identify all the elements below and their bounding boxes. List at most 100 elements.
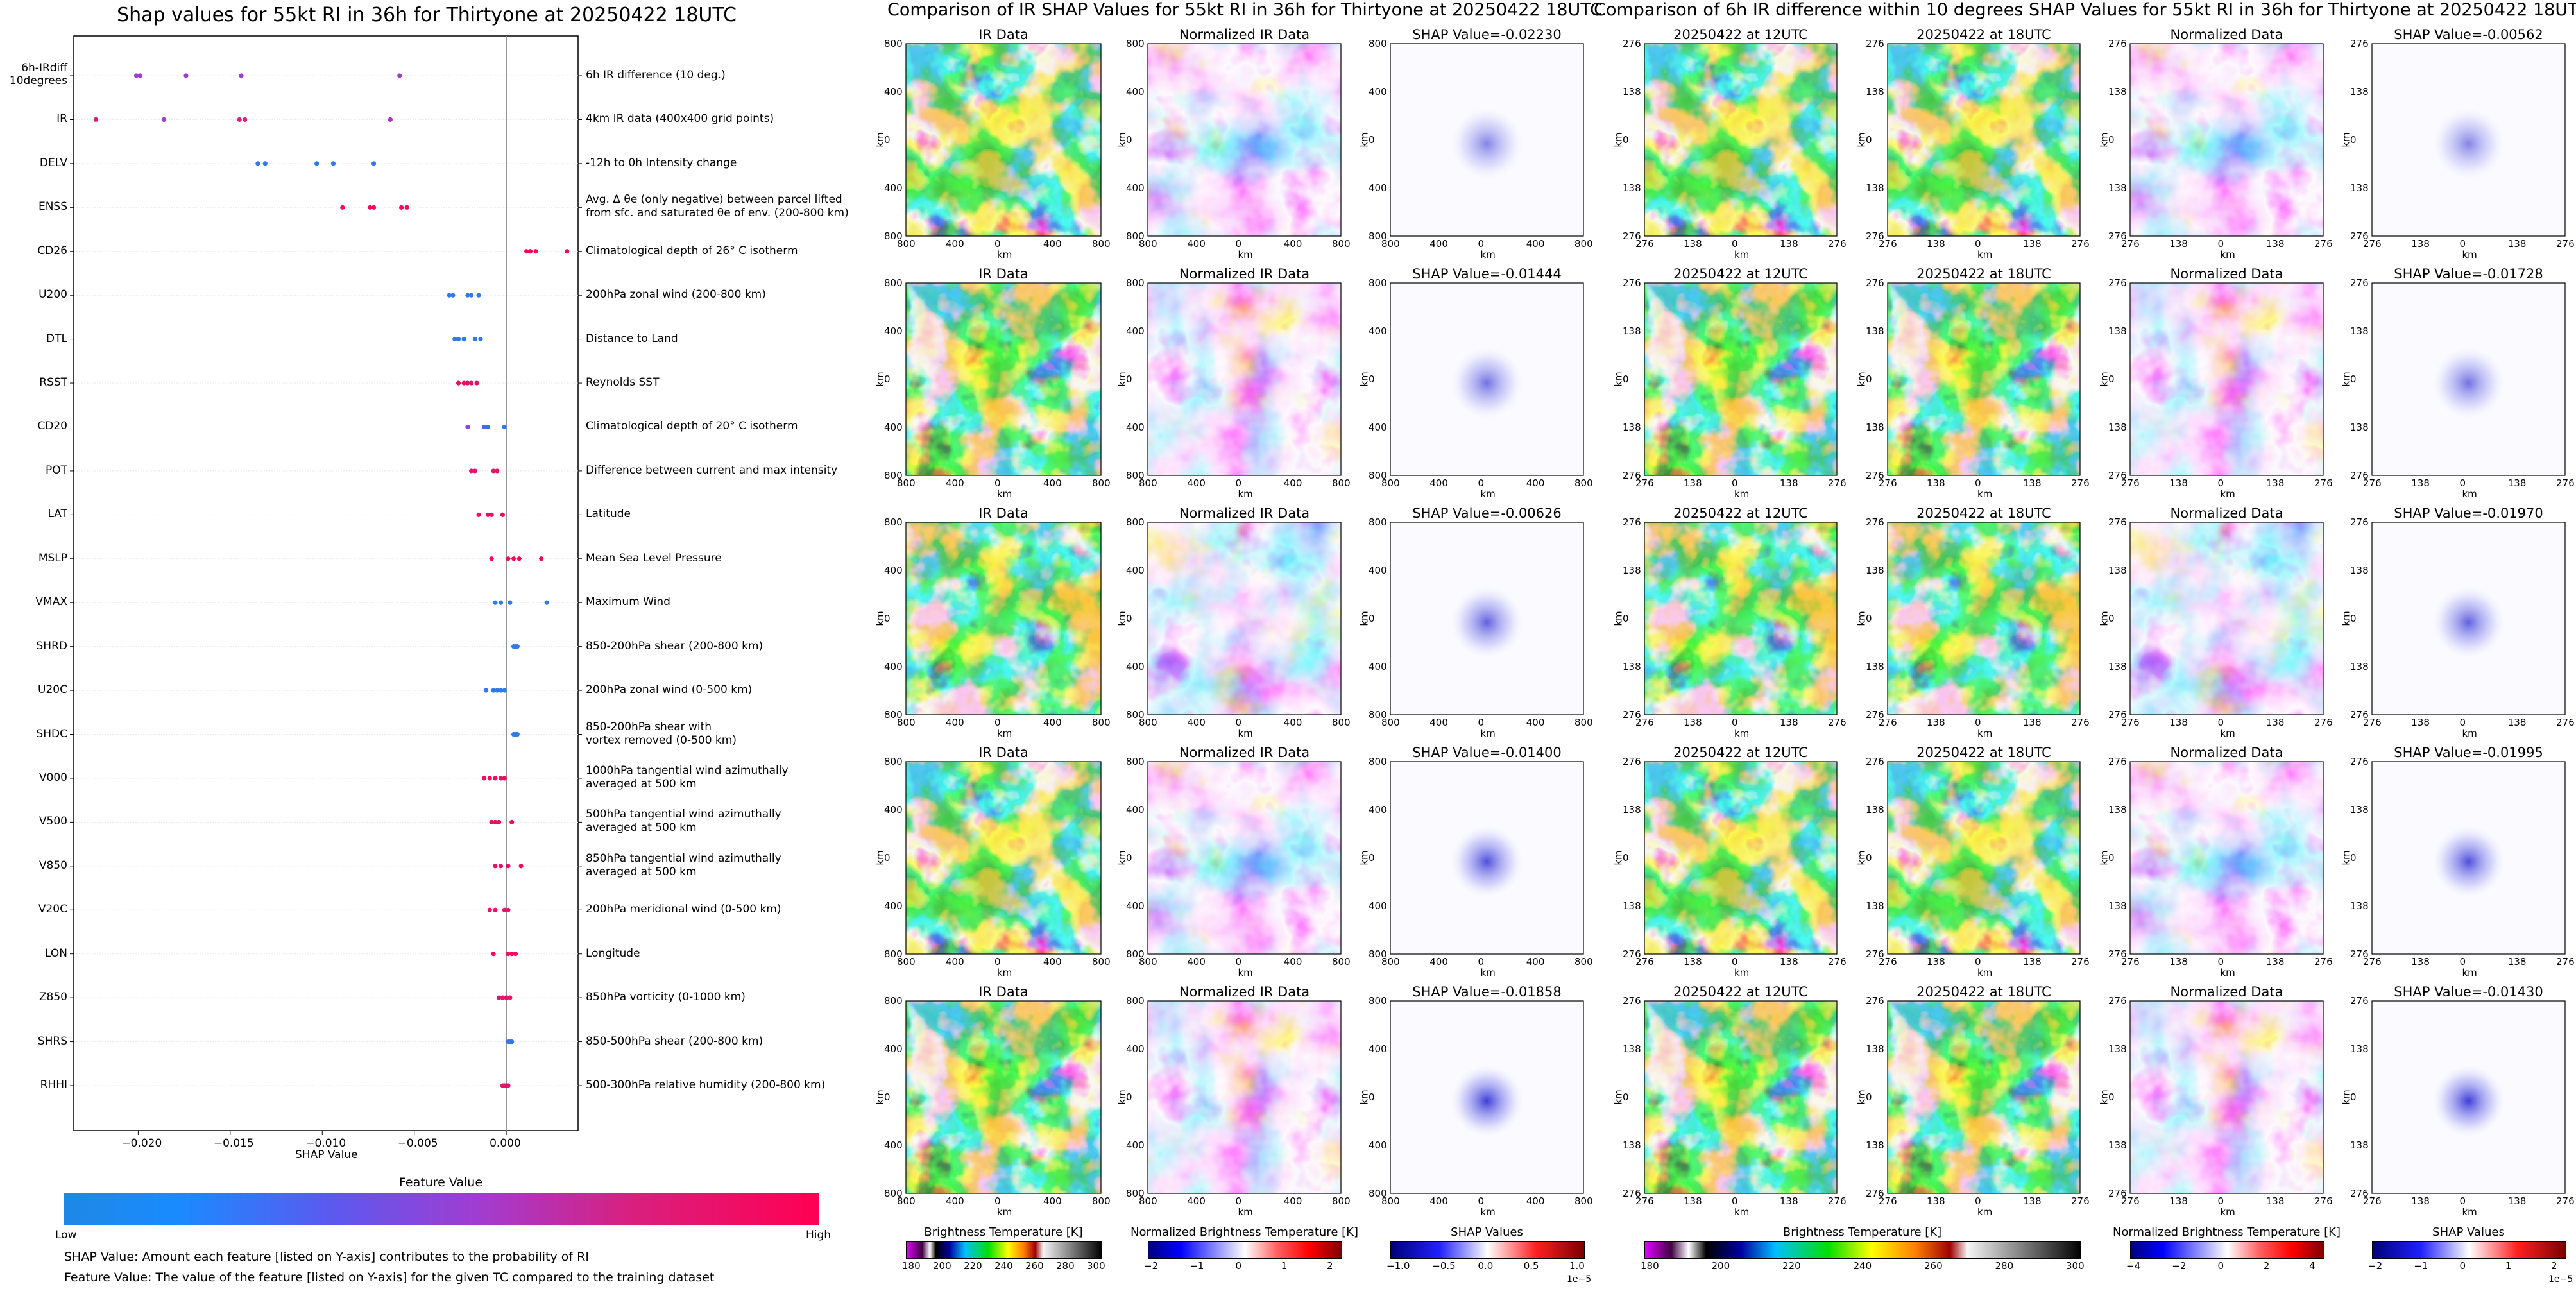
image-panel [2371, 1000, 2566, 1194]
panel-y-tick: 0 [2108, 852, 2115, 864]
panel-x-tick: 138 [2169, 717, 2188, 728]
panel-y-tick: 0 [1866, 134, 1872, 146]
panel-y-tick: 276 [1866, 756, 1884, 767]
panel-y-tick: 800 [1369, 277, 1387, 289]
panel-x-tick: 138 [1780, 717, 1798, 728]
panel-y-tick: 0 [1126, 852, 1132, 864]
shap-point [371, 205, 377, 210]
panel-x-tick: 800 [897, 1195, 916, 1207]
feature-value-colorbar [64, 1193, 819, 1225]
panel-y-tick: 138 [1623, 804, 1641, 815]
shap-point [404, 205, 409, 210]
panel-y-tick: 138 [2108, 565, 2127, 576]
colorbar-tick: 0.5 [1523, 1260, 1539, 1272]
panel-title: IR Data [978, 266, 1028, 282]
panel-y-tick: 276 [1623, 756, 1641, 767]
panel-x-tick: 138 [2023, 1195, 2042, 1207]
panel-y-tick: 138 [2350, 1140, 2369, 1151]
x-tick-label: −0.010 [305, 1137, 346, 1150]
panel-y-tick: 800 [1126, 38, 1145, 49]
feature-name-label: ENSS [38, 200, 67, 214]
shap-point [476, 512, 481, 517]
panel-x-tick: 0 [994, 477, 1001, 489]
panel-x-tick: 276 [2314, 238, 2333, 250]
panel-y-tick: 800 [1369, 38, 1387, 49]
panel-x-tick: 0 [994, 238, 1001, 250]
panel-y-tick: 138 [1623, 422, 1641, 433]
colorbar-tick: 0 [2217, 1260, 2224, 1272]
panel-x-tick: 276 [1828, 477, 1847, 489]
colorbar-tick: −4 [2126, 1260, 2141, 1272]
feature-description-label: Distance to Land [586, 332, 678, 345]
panel-x-tick: 276 [1879, 1195, 1897, 1207]
panel-x-tick: 400 [946, 1195, 964, 1207]
x-tick-label: −0.005 [397, 1137, 438, 1150]
image-panel [1887, 43, 2081, 237]
panel-y-tick: 276 [2350, 230, 2369, 242]
panel-x-tick: 800 [1574, 717, 1593, 728]
panel-x-tick: 0 [994, 717, 1001, 728]
panel-y-label: km [2340, 1089, 2352, 1105]
image-panel [905, 761, 1102, 955]
panel-title: 20250422 at 18UTC [1916, 27, 2051, 42]
panel-y-tick: 138 [2108, 900, 2127, 912]
shap-point [506, 556, 511, 561]
image-panel [1887, 282, 2081, 476]
panel-y-tick: 276 [2108, 470, 2127, 481]
panel-x-tick: 400 [1043, 477, 1062, 489]
panel-x-tick: 800 [1381, 956, 1400, 968]
shap-point [498, 600, 504, 605]
panel-y-tick: 400 [884, 325, 903, 337]
panel-y-tick: 138 [2350, 182, 2369, 194]
panel-y-tick: 0 [2108, 1091, 2115, 1103]
feature-description-label: Longitude [586, 946, 640, 960]
panel-y-tick: 0 [1126, 613, 1132, 624]
shap-point [474, 380, 479, 386]
panel-y-label: km [2098, 611, 2110, 626]
shap-point [497, 819, 502, 824]
panel-title: Normalized Data [2170, 506, 2283, 521]
feature-value-label: Feature Value [399, 1175, 483, 1190]
panel-title: SHAP Value=-0.01728 [2394, 266, 2543, 282]
panel-title: 20250422 at 12UTC [1673, 27, 1808, 42]
panel-x-tick: 138 [2023, 717, 2042, 728]
shap-point [485, 512, 491, 517]
panel-x-tick: 800 [1381, 238, 1400, 250]
panel-y-label: km [2098, 1089, 2110, 1105]
panel-x-tick: 276 [1828, 956, 1847, 968]
panel-y-tick: 400 [884, 422, 903, 433]
feature-name-label: U20C [38, 683, 67, 697]
shap-point [509, 952, 515, 957]
panel-y-label: km [1612, 850, 1625, 866]
panel-y-tick: 138 [2350, 804, 2369, 815]
panel-y-tick: 400 [884, 661, 903, 672]
panel-x-tick: 138 [1780, 1195, 1798, 1207]
panel-x-tick: 276 [2314, 956, 2333, 968]
panel-x-tick: 138 [1684, 238, 1702, 250]
colorbar-tick: −1 [2414, 1260, 2428, 1272]
panel-x-tick: 138 [2507, 717, 2527, 728]
panel-y-tick: 138 [2350, 422, 2369, 433]
panel-y-tick: 800 [1369, 230, 1387, 242]
panel-y-tick: 400 [884, 565, 903, 576]
panel-x-tick: 276 [1828, 238, 1847, 250]
panel-x-label: km [1480, 1206, 1496, 1218]
panel-y-tick: 138 [1623, 1140, 1641, 1151]
panel-y-tick: 400 [884, 900, 903, 912]
panel-title: Normalized IR Data [1179, 506, 1310, 521]
panel-x-tick: 138 [2169, 1195, 2188, 1207]
colorbar-tick: 280 [1056, 1260, 1075, 1272]
panel-x-tick: 138 [2265, 238, 2285, 250]
panel-y-tick: 138 [2108, 182, 2127, 194]
shap-point [489, 512, 494, 517]
panel-y-tick: 400 [1126, 86, 1145, 98]
panel-y-label: km [1855, 1089, 1868, 1105]
panel-title: SHAP Value=-0.01970 [2394, 506, 2543, 521]
panel-x-tick: 276 [2314, 717, 2333, 728]
shap-point [493, 864, 498, 869]
panel-y-tick: 400 [1126, 182, 1145, 194]
shap-point [137, 73, 142, 78]
panel-y-tick: 0 [1623, 852, 1629, 864]
shap-point [399, 205, 404, 210]
image-panel [2129, 522, 2324, 715]
